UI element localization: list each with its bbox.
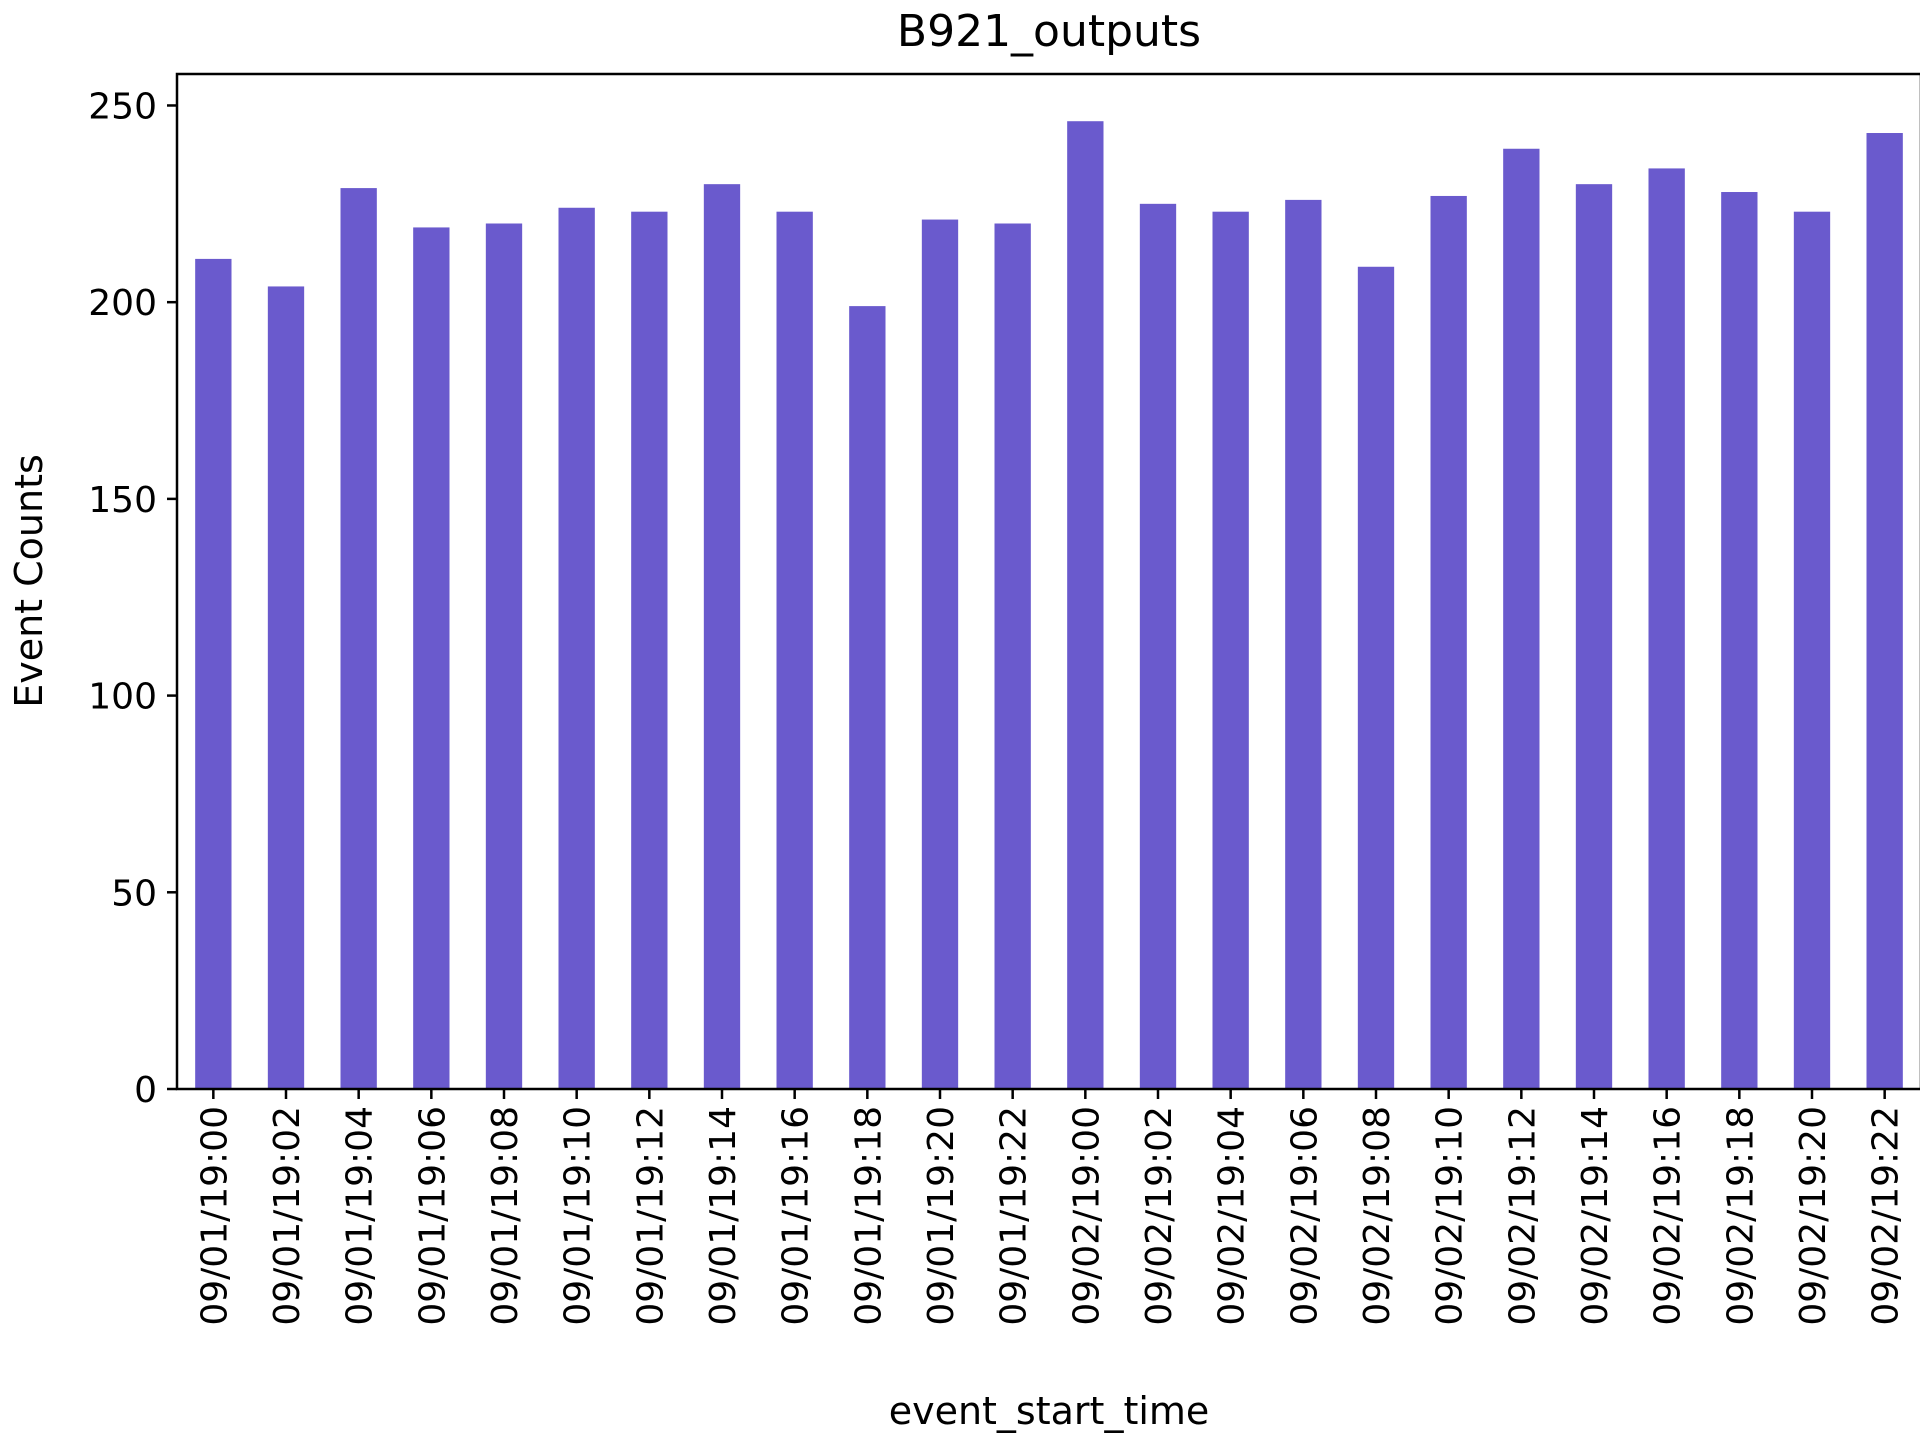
plot-frame: [175, 72, 1920, 1091]
x-tick-label: 09/01/19:10: [558, 1106, 599, 1326]
x-tick-label: 09/02/19:08: [1357, 1106, 1398, 1326]
x-tick-label: 09/01/19:04: [340, 1106, 381, 1326]
x-tick-label: 09/01/19:14: [703, 1106, 744, 1326]
x-tick-label: 09/02/19:20: [1793, 1106, 1834, 1326]
bar-09/02/19:02: [1139, 203, 1177, 1089]
x-tick-label: 09/01/19:08: [485, 1106, 526, 1326]
x-axis: 09/01/19:00 09/01/19:02 09/01/19:04 09/01/1…: [194, 1089, 1907, 1326]
x-tick-label: 09/02/19:00: [1066, 1106, 1107, 1326]
bar-09/02/19:10: [1430, 195, 1467, 1089]
x-tick-label: 09/02/19:04: [1212, 1106, 1253, 1326]
x-tick-label: 09/01/19:20: [921, 1106, 962, 1326]
y-tick-label: 100: [88, 677, 157, 718]
x-tick-label: 09/02/19:16: [1648, 1106, 1689, 1326]
bar-09/01/19:12: [631, 211, 668, 1089]
bar-09/02/19:14: [1575, 184, 1613, 1089]
bar-09/02/19:08: [1357, 266, 1395, 1089]
bar-09/01/19:02: [267, 286, 305, 1089]
x-tick-label: 09/02/19:18: [1720, 1106, 1761, 1326]
bar-09/01/19:14: [703, 184, 741, 1089]
y-tick-label: 50: [111, 873, 157, 914]
bar-09/01/19:22: [994, 223, 1031, 1089]
y-axis: 0 50 100 150 200 250: [88, 86, 177, 1111]
y-tick-label: 250: [88, 86, 157, 127]
bar-09/02/19:00: [1067, 121, 1104, 1089]
bar-09/02/19:18: [1721, 192, 1758, 1089]
x-tick-label: 09/02/19:22: [1866, 1106, 1907, 1326]
bar-09/02/19:12: [1503, 148, 1540, 1089]
x-tick-label: 09/01/19:18: [848, 1106, 889, 1326]
x-tick-label: 09/02/19:06: [1284, 1106, 1325, 1326]
bars-layer: [195, 121, 1903, 1090]
chart-title: B921_outputs: [897, 6, 1201, 57]
bar-09/02/19:16: [1648, 168, 1685, 1090]
bar-09/02/19:20: [1793, 211, 1831, 1089]
x-tick-label: 09/02/19:02: [1139, 1106, 1180, 1326]
x-tick-label: 09/01/19:12: [630, 1106, 671, 1326]
y-tick-label: 0: [134, 1070, 157, 1111]
bar-09/01/19:00: [195, 258, 232, 1089]
bar-09/01/19:08: [485, 223, 523, 1089]
bar-09/01/19:10: [558, 207, 595, 1089]
bar-09/01/19:06: [413, 227, 450, 1089]
y-tick-label: 150: [88, 480, 157, 521]
y-tick-label: 200: [88, 283, 157, 324]
x-tick-label: 09/01/19:22: [994, 1106, 1035, 1326]
x-tick-label: 09/01/19:00: [194, 1106, 235, 1326]
bar-09/02/19:06: [1285, 199, 1322, 1089]
x-axis-label: event_start_time: [889, 1389, 1210, 1433]
x-tick-label: 09/01/19:06: [412, 1106, 453, 1326]
bar-09/02/19:04: [1212, 211, 1249, 1089]
bar-09/01/19:04: [340, 188, 377, 1090]
x-tick-label: 09/02/19:10: [1430, 1106, 1471, 1326]
x-tick-label: 09/01/19:16: [776, 1106, 817, 1326]
bar-09/01/19:18: [849, 306, 886, 1089]
x-tick-label: 09/02/19:12: [1502, 1106, 1543, 1326]
x-tick-label: 09/01/19:02: [267, 1106, 308, 1326]
y-axis-label: Event Counts: [7, 454, 51, 708]
x-tick-label: 09/02/19:14: [1575, 1106, 1616, 1326]
bar-09/01/19:16: [776, 211, 813, 1089]
bar-09/02/19:22: [1866, 133, 1903, 1089]
bar-09/01/19:20: [921, 219, 959, 1089]
